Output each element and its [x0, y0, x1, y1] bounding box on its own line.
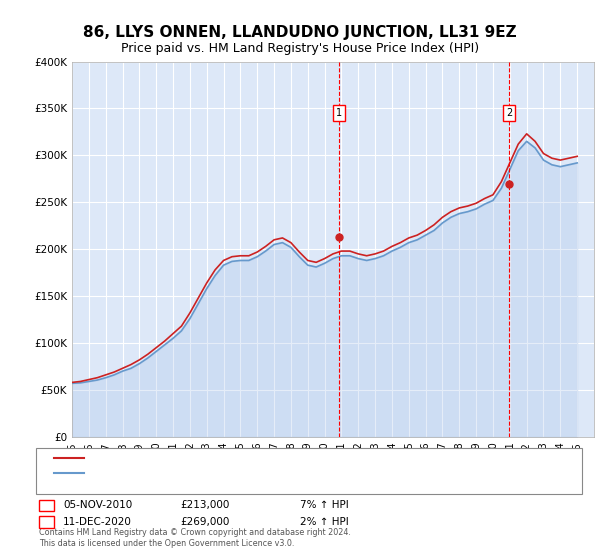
Text: 1: 1 [43, 500, 50, 510]
Text: 86, LLYS ONNEN, LLANDUDNO JUNCTION, LL31 9EZ: 86, LLYS ONNEN, LLANDUDNO JUNCTION, LL31… [83, 25, 517, 40]
Text: 86, LLYS ONNEN, LLANDUDNO JUNCTION, LL31 9EZ (detached house): 86, LLYS ONNEN, LLANDUDNO JUNCTION, LL31… [90, 452, 430, 463]
Text: 11-DEC-2020: 11-DEC-2020 [63, 517, 132, 527]
Text: £213,000: £213,000 [180, 500, 229, 510]
Text: 2: 2 [506, 108, 512, 118]
Text: 2% ↑ HPI: 2% ↑ HPI [300, 517, 349, 527]
Text: 1: 1 [336, 108, 342, 118]
Text: 7% ↑ HPI: 7% ↑ HPI [300, 500, 349, 510]
Text: Contains HM Land Registry data © Crown copyright and database right 2024.
This d: Contains HM Land Registry data © Crown c… [39, 528, 351, 548]
Text: Price paid vs. HM Land Registry's House Price Index (HPI): Price paid vs. HM Land Registry's House … [121, 42, 479, 55]
Text: 2: 2 [43, 517, 50, 527]
Text: HPI: Average price, detached house, Conwy: HPI: Average price, detached house, Conw… [90, 468, 304, 478]
Text: £269,000: £269,000 [180, 517, 229, 527]
Text: 05-NOV-2010: 05-NOV-2010 [63, 500, 132, 510]
